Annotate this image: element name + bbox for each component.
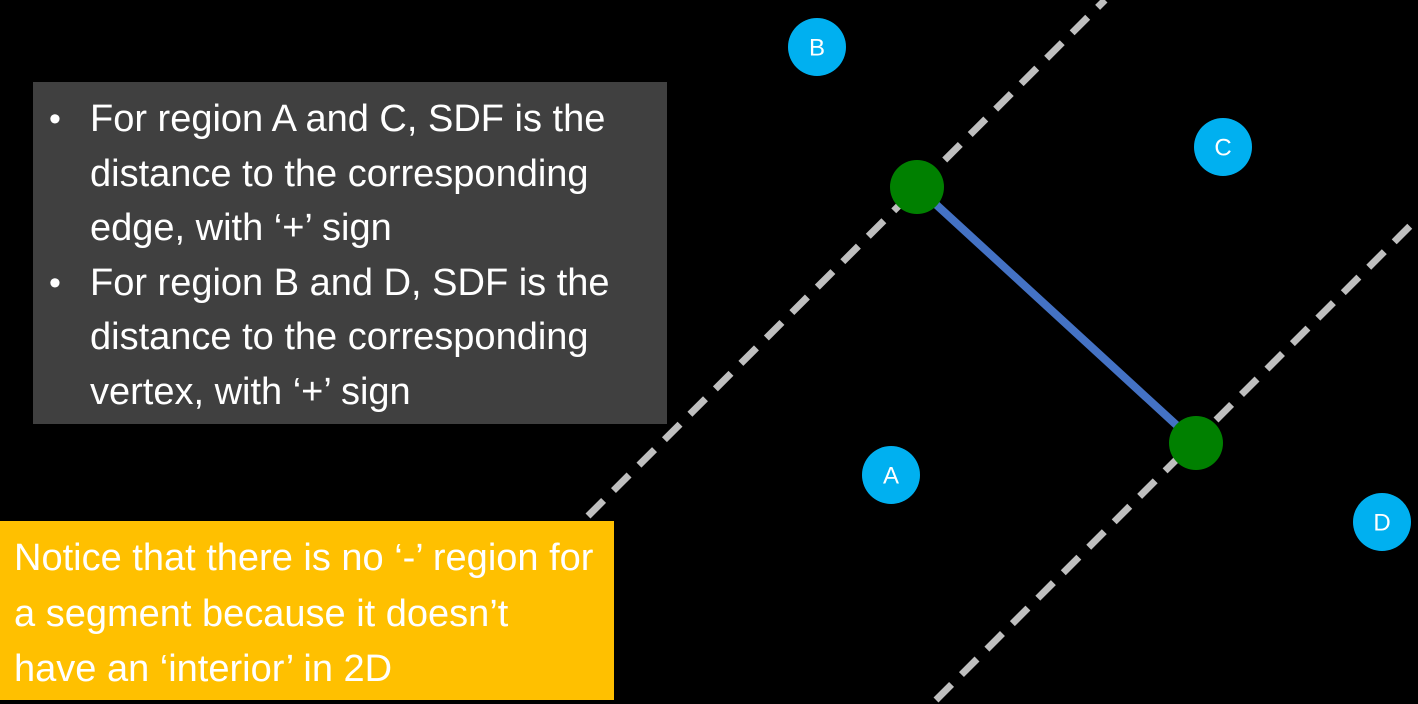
region-badge-b: B	[788, 18, 846, 76]
region-badge-d: D	[1353, 493, 1411, 551]
bullet-text-edge-regions: For region A and C, SDF is the distance …	[90, 98, 606, 249]
region-label-b: B	[809, 35, 825, 62]
region-label-d: D	[1373, 510, 1390, 537]
region-label-a: A	[883, 463, 899, 490]
notice-callout: Notice that there is no ‘-’ region for a…	[0, 521, 614, 700]
bullet-text-vertex-regions: For region B and D, SDF is the distance …	[90, 261, 610, 413]
bullet-glyph: •	[49, 100, 61, 138]
region-badge-a: A	[862, 446, 920, 504]
region-badge-c: C	[1194, 118, 1252, 176]
segment-edge	[914, 184, 1199, 446]
region-label-c: C	[1214, 135, 1231, 162]
bullet-item-vertex-regions: • For region B and D, SDF is the distanc…	[47, 256, 659, 420]
segment-vertex-start	[890, 160, 944, 214]
sdf-explanation-list: • For region A and C, SDF is the distanc…	[47, 92, 659, 419]
sdf-explanation-box: • For region A and C, SDF is the distanc…	[33, 82, 667, 424]
bullet-item-edge-regions: • For region A and C, SDF is the distanc…	[47, 92, 659, 256]
notice-text: Notice that there is no ‘-’ region for a…	[14, 537, 594, 690]
divider-line-first-vertex	[585, 0, 1108, 519]
bullet-glyph: •	[49, 263, 61, 302]
segment-vertex-end	[1169, 416, 1223, 470]
